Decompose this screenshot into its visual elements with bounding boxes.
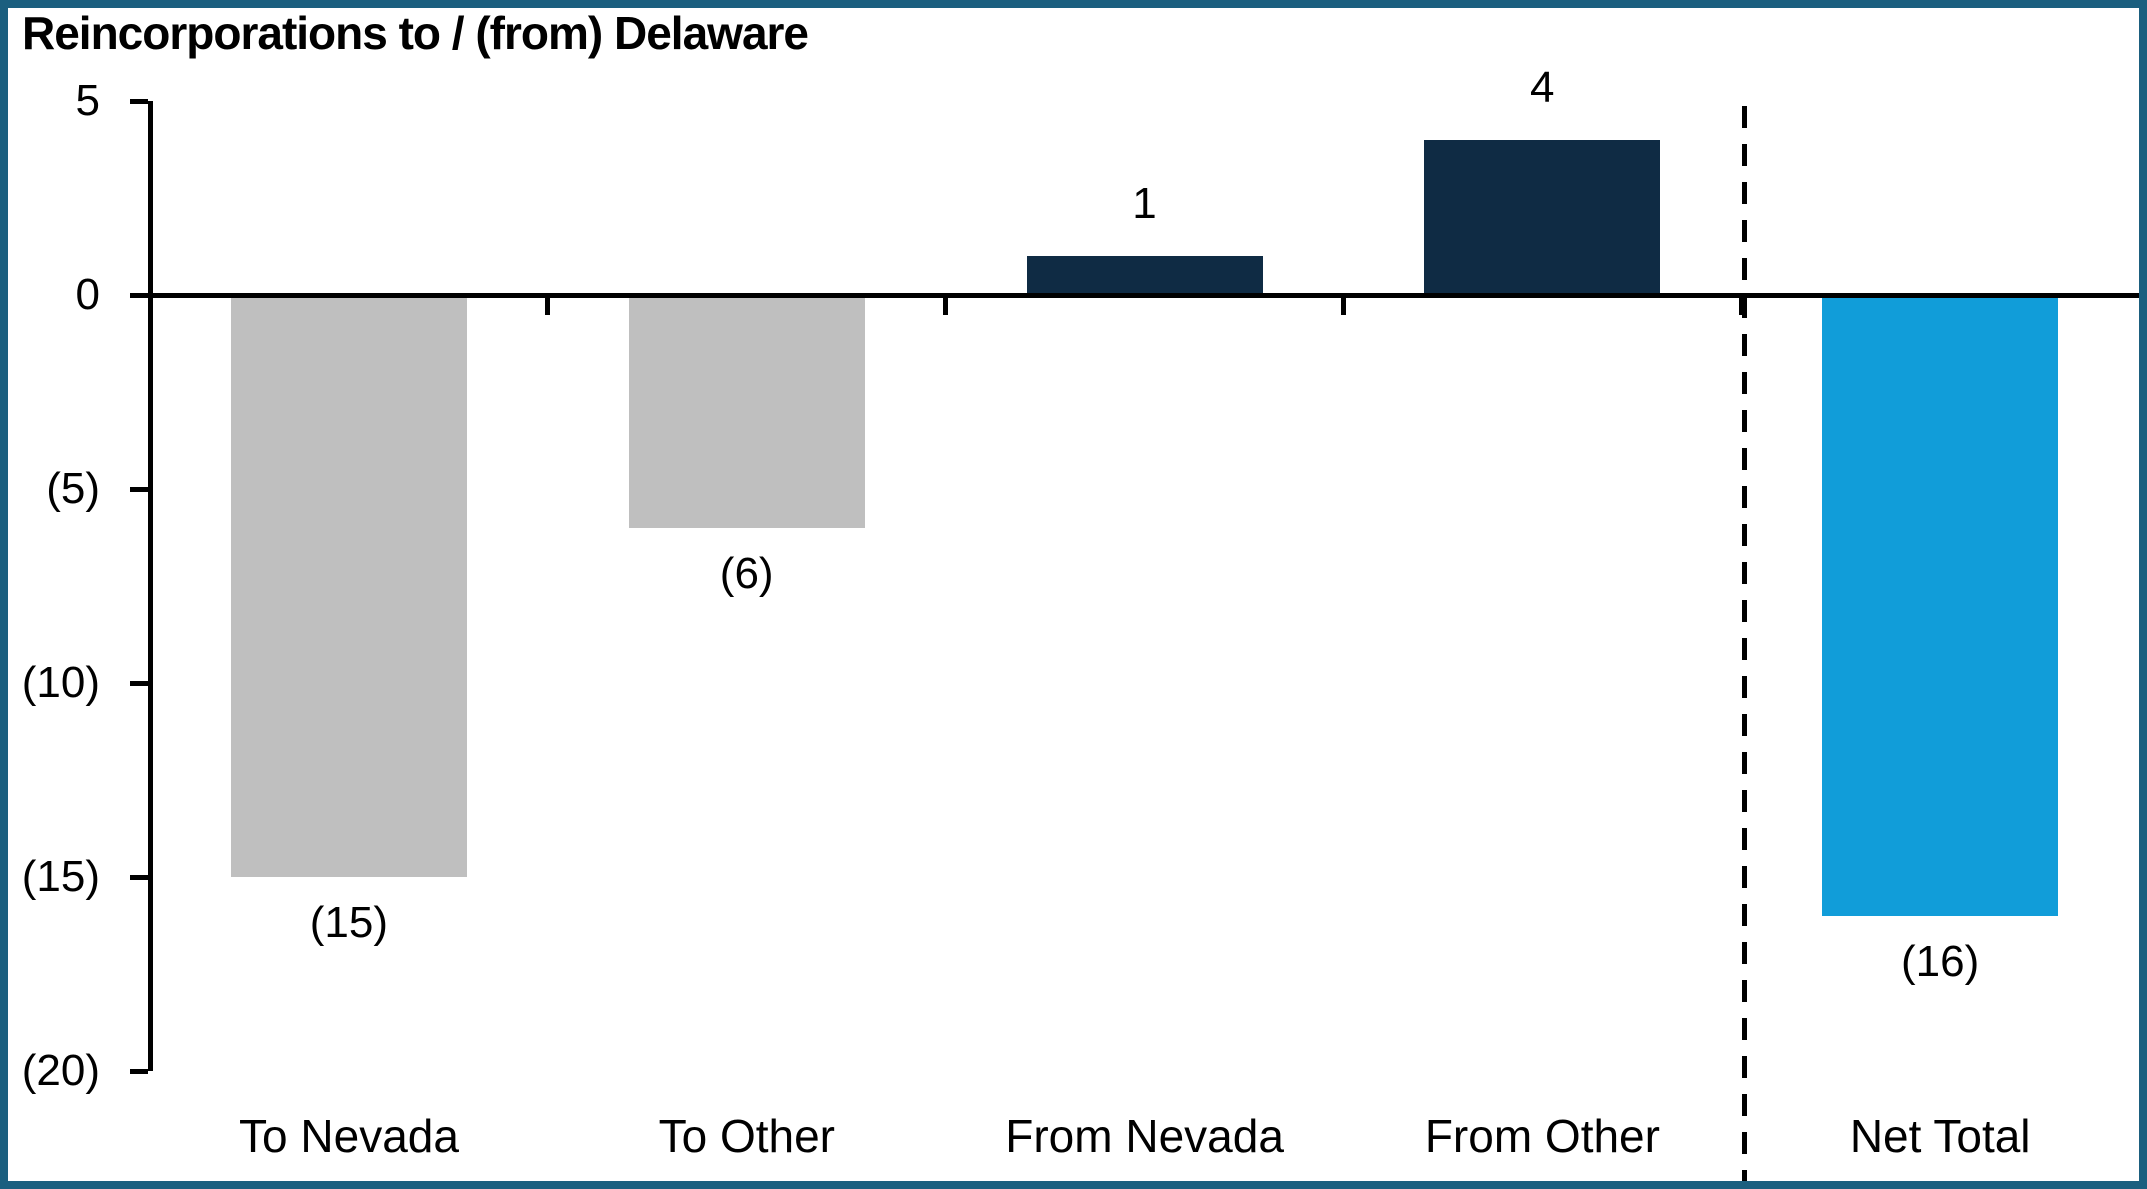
- bar-from-other: [1424, 139, 1661, 295]
- y-axis-tick: [129, 98, 148, 104]
- bar-from-nevada: [1026, 256, 1263, 295]
- y-axis-tick: [129, 292, 148, 298]
- x-axis-tick: [545, 292, 551, 315]
- y-axis-tick-label: (20): [21, 1046, 100, 1095]
- category-label-net-total: Net Total: [1849, 1110, 2031, 1162]
- chart-title: Reincorporations to / (from) Delaware: [22, 7, 809, 59]
- separator-dashed-line: [1741, 106, 1747, 1181]
- y-axis-tick: [129, 874, 148, 880]
- y-axis-line: [147, 101, 153, 1071]
- y-axis-tick: [129, 1068, 148, 1074]
- y-axis-tick-label: 5: [75, 76, 100, 125]
- x-axis-tick: [943, 292, 949, 315]
- y-axis-tick: [129, 486, 148, 492]
- data-label: 1: [1132, 179, 1157, 229]
- y-axis-tick-label: (15): [21, 852, 100, 901]
- y-axis-tick: [129, 680, 148, 686]
- y-axis-tick-label: 0: [75, 270, 100, 319]
- category-label-to-other: To Other: [658, 1110, 835, 1162]
- bar-to-nevada: [230, 295, 467, 877]
- data-label: (16): [1900, 936, 1980, 986]
- x-axis-tick: [1340, 292, 1346, 315]
- category-label-from-other: From Other: [1424, 1110, 1660, 1162]
- x-axis-tick: [1738, 292, 1744, 315]
- bar-to-other: [628, 295, 865, 528]
- category-label-from-nevada: From Nevada: [1005, 1110, 1284, 1162]
- data-label: (6): [719, 548, 774, 598]
- category-label-to-nevada: To Nevada: [239, 1110, 459, 1162]
- bar-net-total: [1822, 295, 2059, 916]
- y-axis-tick-label: (10): [21, 658, 100, 707]
- x-axis-line: [150, 292, 2139, 298]
- y-axis-tick-label: (5): [46, 464, 100, 513]
- data-label: (15): [309, 898, 389, 947]
- data-label: 4: [1530, 62, 1555, 112]
